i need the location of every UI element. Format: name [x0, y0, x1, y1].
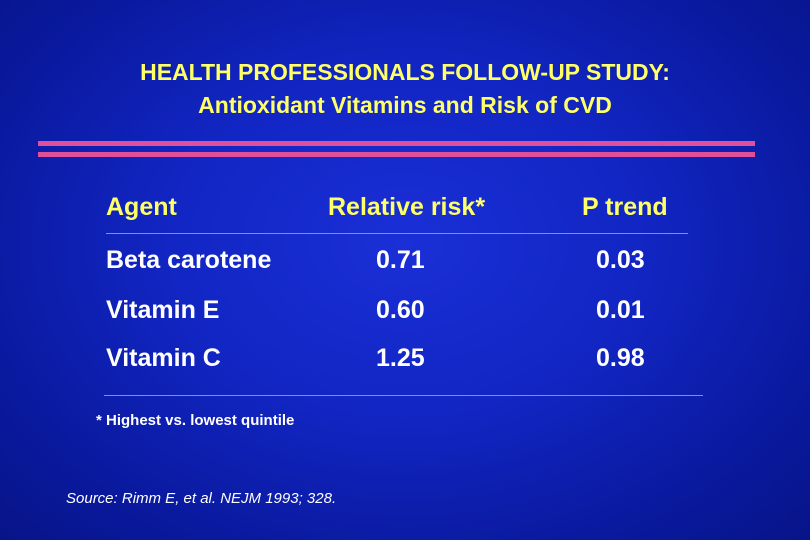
row-agent-vitamin-e: Vitamin E	[106, 296, 220, 324]
footnote: * Highest vs. lowest quintile	[96, 412, 295, 429]
header-underline	[106, 233, 688, 234]
header-relative-risk: Relative risk*	[328, 193, 486, 221]
row-rr-vitamin-c: 1.25	[376, 344, 425, 372]
source-citation: Source: Rimm E, et al. NEJM 1993; 328.	[66, 490, 337, 507]
title-divider-bottom	[38, 152, 755, 157]
table-bottom-rule	[104, 395, 703, 396]
row-rr-vitamin-e: 0.60	[376, 296, 425, 324]
row-agent-beta-carotene: Beta carotene	[106, 246, 272, 274]
title-line-2: Antioxidant Vitamins and Risk of CVD	[198, 92, 612, 118]
header-p-trend: P trend	[582, 193, 668, 221]
row-agent-vitamin-c: Vitamin C	[106, 344, 221, 372]
row-p-beta-carotene: 0.03	[596, 246, 645, 274]
slide-title: HEALTH PROFESSIONALS FOLLOW-UP STUDY: An…	[0, 56, 810, 122]
title-divider-top	[38, 141, 755, 146]
row-rr-beta-carotene: 0.71	[376, 246, 425, 274]
title-line-1: HEALTH PROFESSIONALS FOLLOW-UP STUDY:	[140, 59, 670, 85]
header-agent: Agent	[106, 193, 177, 221]
row-p-vitamin-c: 0.98	[596, 344, 645, 372]
row-p-vitamin-e: 0.01	[596, 296, 645, 324]
